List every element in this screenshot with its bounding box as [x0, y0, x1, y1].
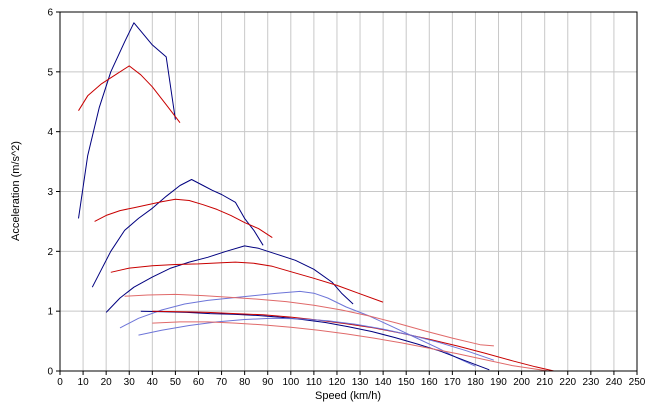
y-tick-label: 3 — [47, 187, 53, 198]
y-tick-label: 6 — [47, 8, 53, 19]
series-line-2 — [78, 65, 181, 124]
series-line-3 — [91, 179, 264, 288]
x-tick-label: 40 — [147, 377, 159, 388]
x-tick-label: 10 — [78, 377, 90, 388]
series-line-12 — [152, 321, 550, 372]
y-tick-label: 2 — [47, 247, 53, 258]
y-tick-label: 1 — [47, 307, 53, 318]
x-tick-label: 230 — [582, 377, 599, 388]
series-line-5 — [105, 245, 354, 313]
x-tick-label: 120 — [329, 377, 346, 388]
y-tick-label: 0 — [47, 367, 53, 378]
x-tick-label: 240 — [606, 377, 623, 388]
x-tick-label: 200 — [513, 377, 530, 388]
x-tick-label: 20 — [101, 377, 113, 388]
x-tick-label: 140 — [375, 377, 392, 388]
series-line-8 — [124, 293, 494, 347]
y-axis-ticks: 0 1 2 3 4 5 6 — [47, 8, 60, 378]
y-axis-label: Acceleration (m/s^2) — [10, 141, 22, 241]
x-tick-label: 160 — [421, 377, 438, 388]
x-tick-label: 250 — [629, 377, 646, 388]
series-line-1 — [78, 22, 176, 219]
x-tick-label: 180 — [467, 377, 484, 388]
y-tick-label: 5 — [47, 67, 53, 78]
x-tick-label: 70 — [216, 377, 228, 388]
series-line-7 — [119, 290, 476, 367]
x-tick-label: 210 — [536, 377, 553, 388]
y-tick-label: 4 — [47, 127, 53, 138]
series-line-11 — [138, 317, 495, 361]
series-line-4 — [94, 198, 273, 239]
x-tick-label: 80 — [239, 377, 251, 388]
x-tick-label: 50 — [170, 377, 182, 388]
x-tick-label: 150 — [398, 377, 415, 388]
x-tick-label: 130 — [352, 377, 369, 388]
x-tick-label: 90 — [262, 377, 274, 388]
series-line-10 — [152, 310, 555, 372]
x-tick-label: 0 — [57, 377, 63, 388]
x-tick-label: 190 — [490, 377, 507, 388]
series-line-6 — [110, 261, 384, 303]
series-group — [78, 22, 555, 372]
x-tick-label: 100 — [282, 377, 299, 388]
x-tick-label: 60 — [193, 377, 205, 388]
x-axis-label: Speed (km/h) — [315, 390, 381, 402]
x-tick-label: 170 — [444, 377, 461, 388]
x-tick-label: 30 — [124, 377, 136, 388]
x-tick-label: 110 — [306, 377, 322, 388]
x-tick-label: 220 — [559, 377, 576, 388]
series-line-9 — [140, 310, 490, 371]
x-axis-ticks: 0 10 20 30 40 50 60 70 80 90 100 110 120 130 140 150 160… — [57, 371, 646, 388]
